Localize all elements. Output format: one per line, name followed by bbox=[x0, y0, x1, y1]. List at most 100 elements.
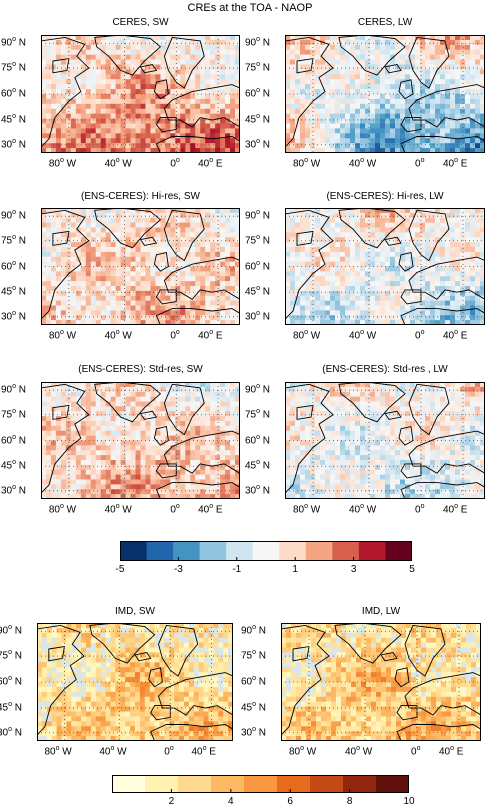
panel-title: (ENS-CERES): Std-res , LW bbox=[322, 364, 448, 375]
lat-tick-label: 30o N bbox=[245, 137, 271, 151]
panel-title: (ENS-CERES): Std-res, SW bbox=[78, 364, 203, 375]
lat-tick-label: 75o N bbox=[1, 233, 27, 247]
lat-tick-label: 60o N bbox=[245, 259, 271, 272]
lat-tick-label: 60o N bbox=[245, 87, 271, 100]
lon-tick-label: 40o W bbox=[349, 329, 377, 342]
colorbar-sequential bbox=[112, 775, 409, 793]
map-panel bbox=[285, 208, 485, 325]
colorbar-segment bbox=[199, 541, 227, 561]
coastline bbox=[148, 667, 163, 688]
colorbar-segment bbox=[385, 541, 412, 561]
colorbar-segment bbox=[305, 541, 333, 561]
lon-tick-label: 80o W bbox=[48, 157, 77, 170]
coastline bbox=[37, 624, 85, 736]
panel-title: (ENS-CERES): Hi-res, SW bbox=[81, 191, 200, 202]
coastline bbox=[94, 35, 162, 76]
colorbar-segment bbox=[226, 541, 254, 561]
colorbar-segment bbox=[173, 541, 201, 561]
lat-tick-label: 45o N bbox=[241, 700, 267, 714]
coastline bbox=[398, 79, 414, 100]
coastline bbox=[338, 382, 406, 423]
colorbar-tick-label: 3 bbox=[350, 564, 357, 575]
lon-tick-label: 40o W bbox=[99, 745, 127, 758]
coastline bbox=[52, 230, 70, 246]
coastline bbox=[396, 705, 418, 721]
lat-tick-label: 60o N bbox=[1, 87, 27, 100]
coastline bbox=[155, 463, 177, 479]
coastline bbox=[155, 136, 240, 153]
map-frame bbox=[41, 208, 240, 325]
coastline bbox=[52, 58, 70, 74]
map-frame bbox=[41, 382, 240, 499]
lat-tick-label: 30o N bbox=[1, 137, 27, 151]
coastline bbox=[139, 236, 158, 246]
coastline bbox=[163, 36, 205, 89]
lat-tick-label: 90o N bbox=[241, 624, 267, 637]
panel-title: IMD, SW bbox=[115, 606, 155, 617]
lat-tick-label: 60o N bbox=[1, 259, 27, 272]
lat-tick-label: 75o N bbox=[1, 61, 27, 74]
colorbar-tick-label: -3 bbox=[173, 564, 183, 575]
colorbar-tick-label: 8 bbox=[346, 796, 353, 807]
coastline bbox=[155, 117, 177, 133]
coastline bbox=[404, 672, 481, 716]
colorbar-tick-label: -5 bbox=[115, 564, 125, 575]
lon-tick-label: 80o W bbox=[48, 329, 77, 342]
map-panel bbox=[37, 623, 233, 741]
coastline bbox=[408, 84, 485, 128]
lat-tick-label: 45o N bbox=[1, 285, 27, 298]
lat-tick-label: 75o N bbox=[241, 649, 267, 662]
lat-tick-label: 30o N bbox=[0, 725, 23, 739]
lon-tick-label: 40o E bbox=[198, 329, 223, 342]
panel-title: CERES, LW bbox=[357, 17, 413, 28]
lon-tick-label: 40o W bbox=[104, 503, 132, 516]
map-frame bbox=[37, 623, 233, 741]
lon-tick-label: 80o W bbox=[48, 503, 77, 516]
coastline bbox=[408, 430, 485, 474]
coastline bbox=[404, 624, 446, 677]
lat-tick-label: 60o N bbox=[241, 675, 267, 688]
coastline bbox=[94, 382, 162, 423]
coastline bbox=[400, 136, 485, 153]
colorbar-segment bbox=[211, 775, 245, 793]
colorbar-segment bbox=[343, 775, 377, 793]
lat-tick-label: 30o N bbox=[241, 725, 267, 739]
coastline bbox=[384, 236, 402, 246]
lon-tick-label: 80o W bbox=[293, 329, 321, 342]
map-panel bbox=[281, 623, 481, 741]
lon-tick-label: 0o bbox=[170, 503, 180, 516]
lat-tick-label: 60o N bbox=[1, 433, 27, 446]
coastline bbox=[338, 35, 406, 76]
lat-tick-label: 45o N bbox=[245, 112, 271, 126]
coastline bbox=[398, 425, 414, 446]
lon-tick-label: 40o E bbox=[443, 157, 468, 170]
map-frame bbox=[285, 382, 485, 499]
lat-tick-label: 60o N bbox=[245, 433, 271, 446]
lat-tick-label: 30o N bbox=[245, 309, 271, 323]
panel-title: (ENS-CERES): Hi-res, LW bbox=[326, 191, 444, 202]
colorbar-segment bbox=[244, 775, 278, 793]
coastline bbox=[150, 705, 171, 721]
colorbar-segment bbox=[332, 541, 360, 561]
colorbar-tick-label: 4 bbox=[228, 796, 234, 807]
coastline bbox=[408, 383, 450, 436]
lat-tick-label: 45o N bbox=[0, 700, 23, 714]
lat-tick-label: 90o N bbox=[0, 624, 23, 637]
coastline bbox=[52, 404, 70, 420]
colorbar-tick-label: -1 bbox=[232, 564, 242, 575]
coastline bbox=[163, 383, 205, 436]
map-panel bbox=[41, 35, 240, 153]
coastline bbox=[400, 463, 422, 479]
lon-tick-label: 40o E bbox=[443, 503, 468, 516]
coastline bbox=[158, 624, 199, 677]
colorbar-segment bbox=[279, 541, 307, 561]
lat-tick-label: 90o N bbox=[1, 209, 27, 222]
lon-tick-label: 40o E bbox=[198, 503, 223, 516]
lon-tick-label: 40o W bbox=[345, 745, 373, 758]
coastline bbox=[155, 482, 240, 499]
coastline bbox=[400, 482, 485, 499]
lat-tick-label: 90o N bbox=[245, 36, 271, 49]
coastline bbox=[153, 79, 169, 100]
colorbar-segment bbox=[112, 775, 146, 793]
colorbar-segment bbox=[376, 775, 409, 793]
